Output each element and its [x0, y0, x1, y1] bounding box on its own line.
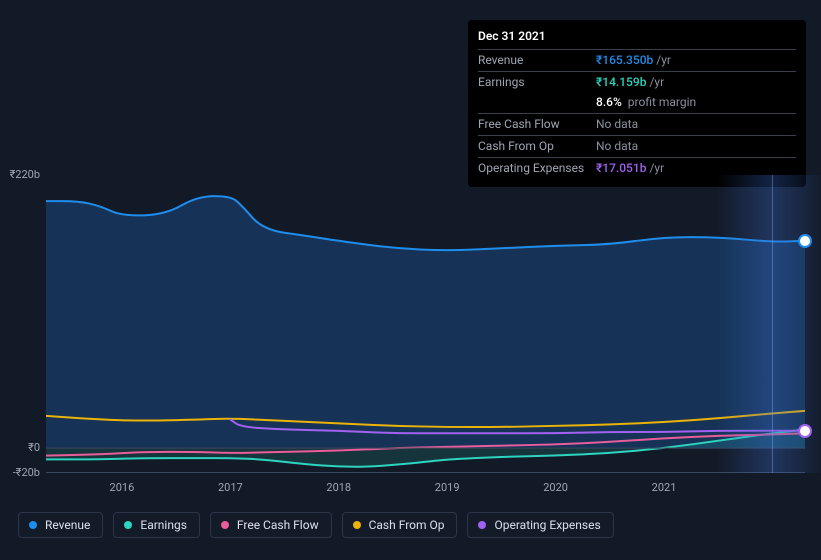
- legend-item-earnings[interactable]: Earnings: [113, 512, 200, 538]
- y-tick-label: ₹0: [0, 441, 40, 454]
- legend-item-label: Free Cash Flow: [237, 518, 319, 532]
- chart-svg: [46, 175, 805, 473]
- chart-root: Dec 31 2021 Revenue₹165.350b/yrEarnings₹…: [0, 0, 821, 560]
- hover-marker-revenue: [800, 236, 810, 246]
- x-tick-label: 2018: [326, 481, 351, 494]
- tooltip-date: Dec 31 2021: [478, 26, 796, 49]
- tooltip-row-value: ₹165.350b/yr: [596, 52, 671, 69]
- tooltip-row: Cash From OpNo data: [478, 135, 796, 157]
- tooltip-row-value: No data: [596, 138, 638, 155]
- legend-dot-icon: [221, 521, 229, 529]
- tooltip-row: Earnings₹14.159b/yr: [478, 71, 796, 93]
- legend: Revenue Earnings Free Cash Flow Cash From O…: [18, 512, 614, 538]
- tooltip-row: Revenue₹165.350b/yr: [478, 49, 796, 71]
- x-tick-label: 2021: [652, 481, 677, 494]
- legend-item-free_cash_flow[interactable]: Free Cash Flow: [210, 512, 332, 538]
- hover-tooltip: Dec 31 2021 Revenue₹165.350b/yrEarnings₹…: [468, 20, 806, 187]
- legend-dot-icon: [478, 521, 486, 529]
- x-tick-label: 2016: [110, 481, 135, 494]
- legend-item-operating_expenses[interactable]: Operating Expenses: [467, 512, 613, 538]
- legend-item-revenue[interactable]: Revenue: [18, 512, 103, 538]
- tooltip-row-value: ₹14.159b/yr: [596, 74, 664, 91]
- tooltip-row: Free Cash FlowNo data: [478, 113, 796, 135]
- x-tick-label: 2017: [218, 481, 243, 494]
- tooltip-rows: Revenue₹165.350b/yrEarnings₹14.159b/yr8.…: [478, 49, 796, 179]
- tooltip-row-value: 8.6% profit margin: [596, 94, 696, 111]
- plot-area[interactable]: [46, 175, 805, 473]
- tooltip-row-label: Cash From Op: [478, 138, 596, 155]
- tooltip-row-label: Revenue: [478, 52, 596, 69]
- tooltip-row-label: Earnings: [478, 74, 596, 91]
- revenue-area: [46, 196, 805, 448]
- legend-item-cash_from_op[interactable]: Cash From Op: [342, 512, 458, 538]
- tooltip-row-label: [478, 94, 596, 111]
- hover-marker-operating_expenses: [800, 426, 810, 436]
- legend-item-label: Operating Expenses: [494, 518, 600, 532]
- legend-dot-icon: [353, 521, 361, 529]
- legend-item-label: Cash From Op: [369, 518, 445, 532]
- x-tick-label: 2019: [435, 481, 460, 494]
- legend-dot-icon: [124, 521, 132, 529]
- legend-item-label: Revenue: [45, 518, 90, 532]
- tooltip-row-value: No data: [596, 116, 638, 133]
- y-tick-label: -₹20b: [0, 466, 40, 479]
- x-tick-label: 2020: [543, 481, 568, 494]
- y-tick-label: ₹220b: [0, 168, 40, 181]
- tooltip-row: 8.6% profit margin: [478, 92, 796, 113]
- legend-item-label: Earnings: [140, 518, 187, 532]
- tooltip-row-label: Free Cash Flow: [478, 116, 596, 133]
- legend-dot-icon: [29, 521, 37, 529]
